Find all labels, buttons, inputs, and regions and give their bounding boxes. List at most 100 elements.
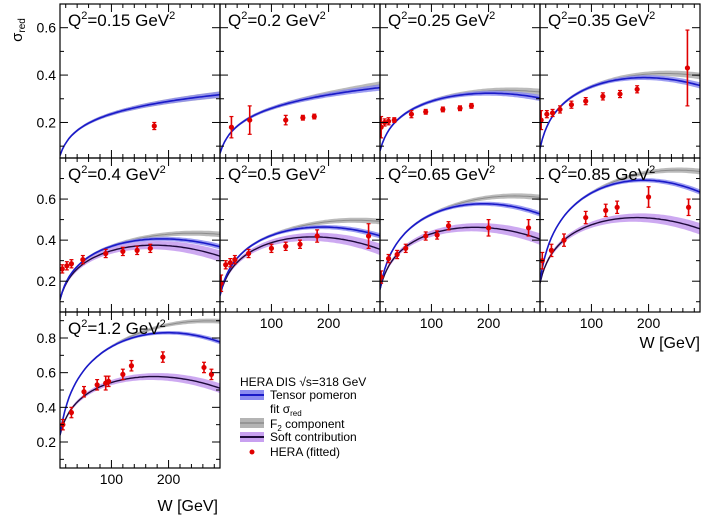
legend-label-hera: HERA (fitted) [270,445,340,459]
data-point-4 [300,114,306,121]
panel-title-title-sup2: 2 [489,164,495,176]
panel-title-title-sup: 2 [561,10,567,22]
legend: HERA DIS √s=318 GeV Tensor pomeron fit σ… [240,375,366,459]
soft-band [380,223,540,292]
point-marker [391,117,397,123]
y-tick-label: 0.6 [37,20,57,36]
panel-title-title-sup2: 2 [320,164,326,176]
data-point-9 [525,219,532,237]
legend-label-f2-rest: component [282,417,345,431]
panel-title-title-pre: Q [548,165,561,184]
data-point-7 [600,92,606,101]
point-marker [423,109,429,115]
panel-title-title-sup2: 2 [649,10,655,22]
data-point-7 [645,186,652,208]
data-point-4 [80,254,86,265]
point-marker [201,364,207,371]
x-tick-label: 200 [477,315,501,331]
x-tick-label: 200 [637,315,661,331]
data-point-10 [201,361,207,374]
chart-panels: 0.20.40.6 Q2=0.15 GeV2 Q2=0.2 GeV2 Q2=0.25 … [37,3,701,487]
panel-title-title-mid: =0.35 GeV [567,11,649,30]
data-point-5 [603,203,609,218]
x-ticks [545,158,695,312]
point-marker [220,280,224,286]
panel-title: Q2=0.4 GeV2 [68,164,166,184]
data-point-10 [684,29,691,107]
y-axis-label-main: σ [9,32,26,42]
legend-title: HERA DIS √s=318 GeV [240,375,366,389]
data-point-10 [365,223,372,249]
panel-plot-area [220,81,380,155]
panel-title: Q2=1.2 GeV2 [68,318,166,338]
data-point-3 [394,249,400,260]
point-marker [151,123,157,129]
data-point-9 [314,229,320,243]
panel-7: 100 200 Q2=0.65 GeV2 [379,157,541,331]
panel-title: Q2=0.85 GeV2 [548,164,655,184]
point-marker [568,102,575,108]
y-ticks [540,27,700,147]
point-marker [408,111,415,117]
x-tick-label: 200 [317,315,341,331]
point-marker [245,250,252,257]
point-marker [147,245,153,251]
x-tick-label: 100 [420,315,444,331]
x-ticks [385,158,535,312]
data-point-7 [120,368,126,381]
point-marker [549,110,556,116]
point-marker [423,233,429,239]
soft-line [540,216,700,284]
data-point-3 [561,233,567,247]
data-point-8 [685,198,692,217]
y-tick-label: 0.2 [37,273,57,289]
x-ticks [385,4,535,158]
point-marker [380,274,384,280]
data-point-2 [247,105,253,135]
point-marker [403,245,409,251]
legend-label-tensor-fit: fit σred [270,402,302,418]
point-marker [60,266,65,272]
data-point-6 [614,200,620,215]
data-point-4 [232,254,238,265]
point-marker [297,241,303,247]
tensor-line [540,179,700,282]
y-axis-label-sub: red [17,18,28,32]
point-marker [548,247,555,253]
panel-title-title-pre: Q [548,11,561,30]
point-marker [232,257,238,263]
point-marker [128,363,135,369]
y-ticks [380,157,540,303]
panel-plot-area [60,91,220,157]
data-point-4 [557,105,563,114]
data-point-1 [151,121,157,131]
data-point-8 [128,359,135,372]
panel-title-title-pre: Q [388,11,401,30]
panel-title-title-mid: =0.4 GeV [87,165,160,184]
point-marker [247,117,253,123]
legend-label-f2-sub: 2 [277,424,282,433]
point-marker [105,378,112,384]
y-tick-label: 0.8 [37,330,57,346]
panel-title: Q2=0.2 GeV2 [228,10,326,30]
panel-plot-area [380,87,540,152]
panel-3: Q2=0.25 GeV2 [379,3,541,159]
tensor-band [60,91,220,157]
y-tick-label: 0.4 [37,67,57,83]
data-point-4 [583,210,589,225]
tensor-band [220,84,380,155]
panel-title: Q2=0.65 GeV2 [388,164,495,184]
point-marker [283,117,289,123]
x-tick-label: 100 [580,315,604,331]
data-point-5 [568,100,575,109]
legend-label-f2-main: F [270,417,277,431]
tensor-line [60,331,220,436]
data-point-5 [245,248,252,259]
f2-line [380,195,540,290]
tensor-line [380,203,540,290]
panel-title-title-sup: 2 [81,318,87,330]
panel-plot-area [380,193,540,292]
legend-label-f2: F2 component [270,417,345,433]
